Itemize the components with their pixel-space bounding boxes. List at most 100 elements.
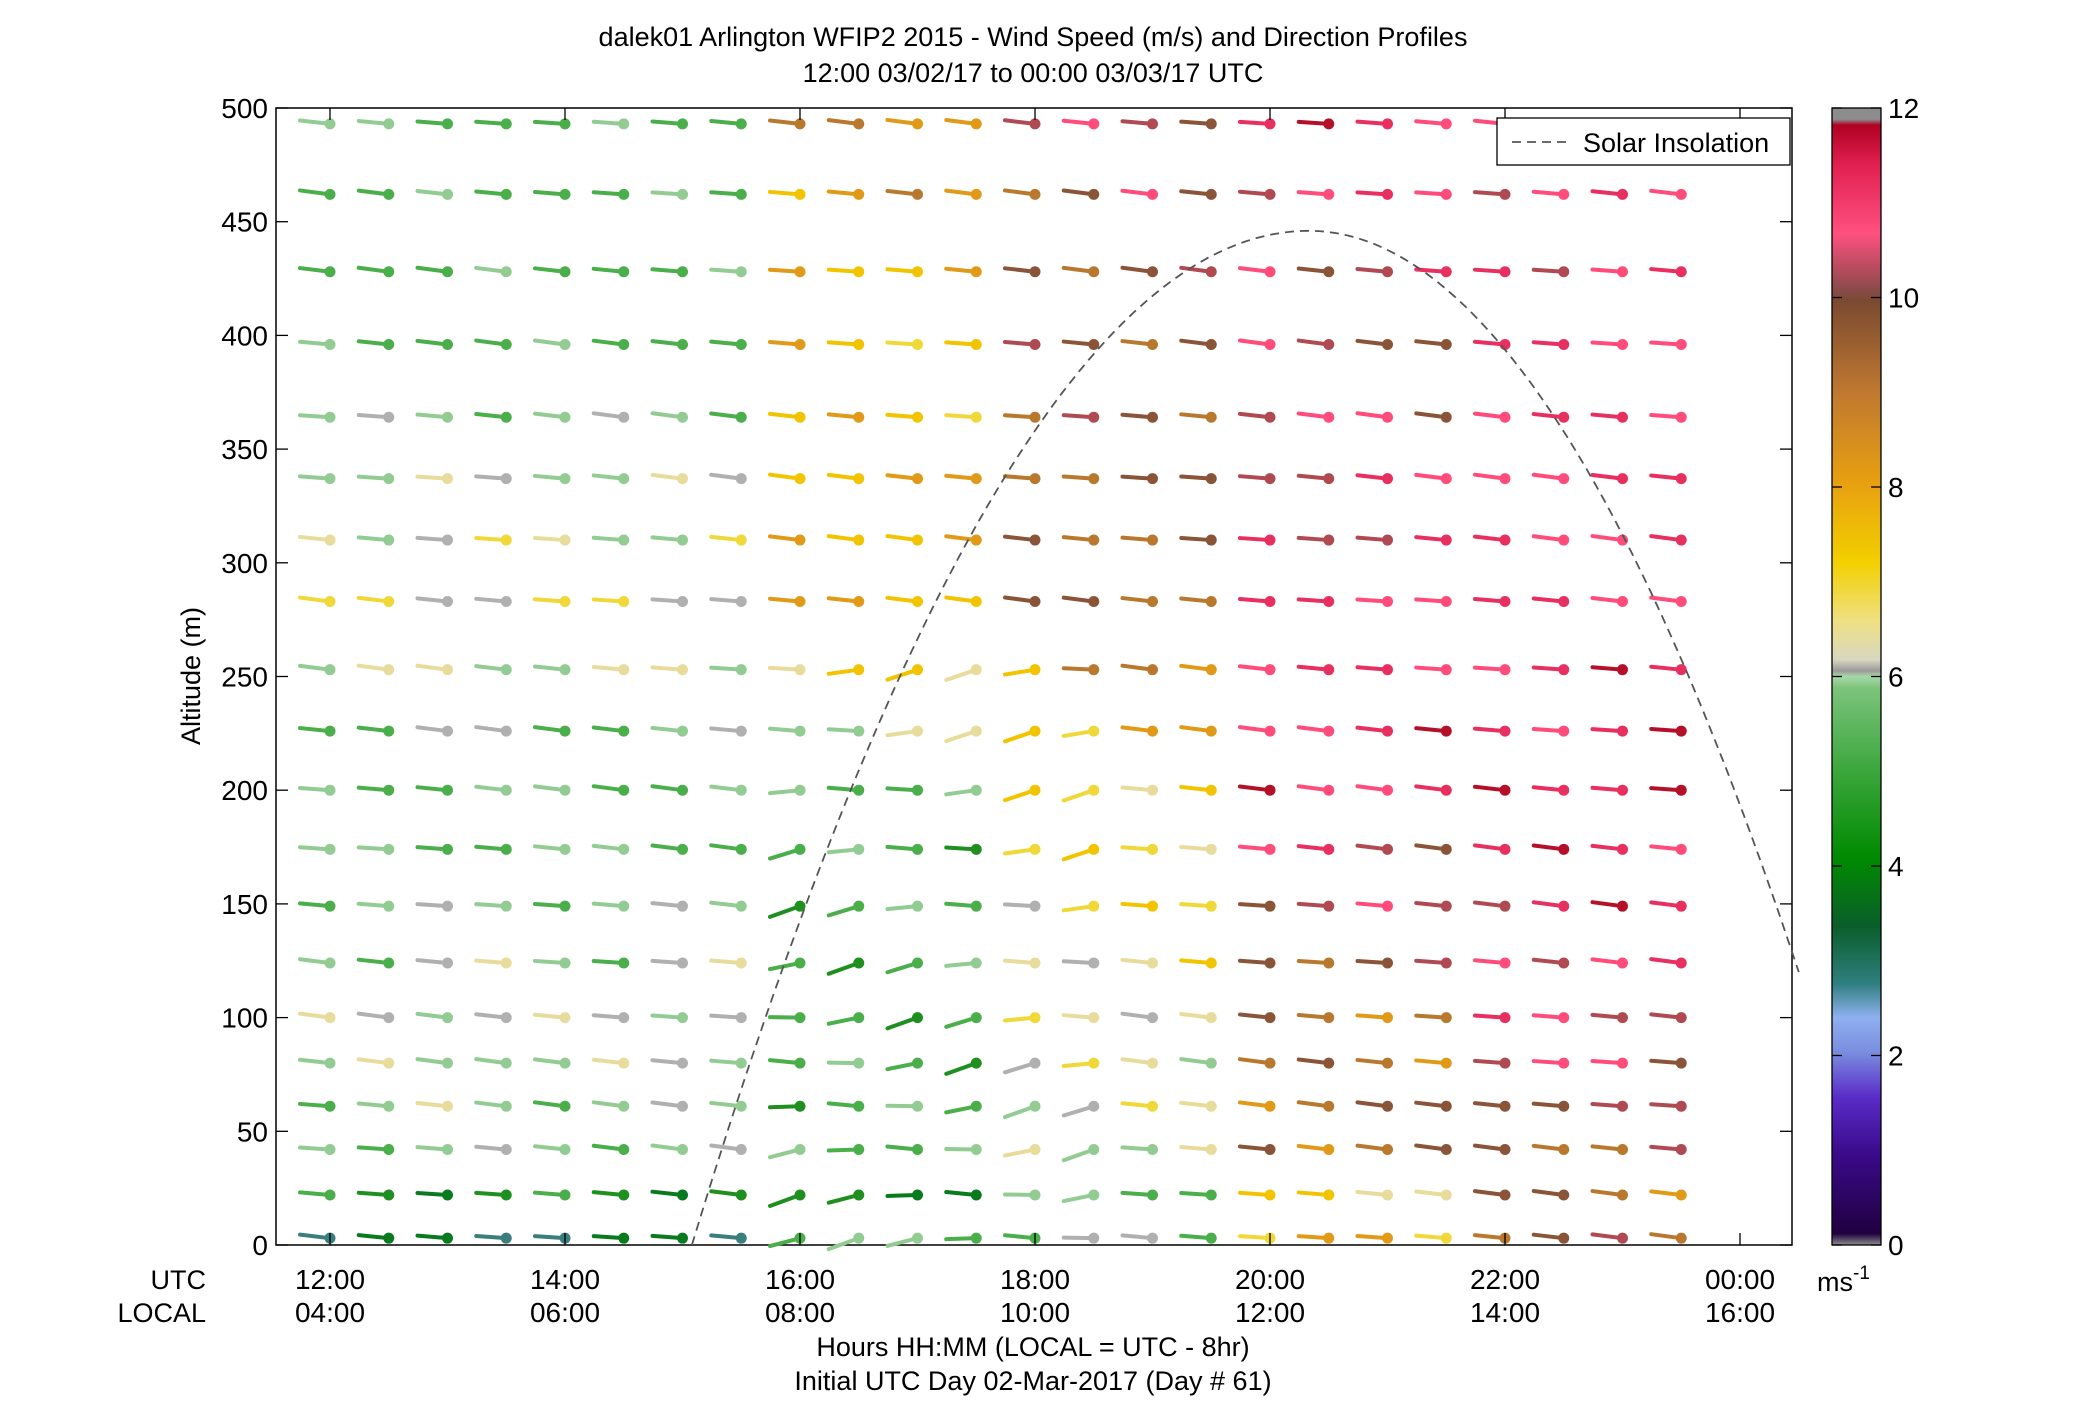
wind-barb-dot bbox=[383, 1057, 395, 1069]
wind-barb-dot bbox=[559, 1057, 571, 1069]
wind-barb bbox=[298, 266, 336, 278]
wind-barb bbox=[650, 1057, 688, 1069]
wind-barb bbox=[709, 1189, 747, 1201]
wind-barb bbox=[944, 1100, 982, 1115]
wind-barb-dot bbox=[1088, 957, 1100, 969]
wind-barb bbox=[885, 1057, 923, 1072]
x-tick-label-local: 10:00 bbox=[1000, 1297, 1070, 1328]
wind-barb bbox=[826, 784, 865, 796]
wind-barb bbox=[1531, 843, 1570, 855]
wind-barb-dot bbox=[1675, 188, 1687, 200]
wind-barb-dot bbox=[1440, 664, 1452, 676]
wind-barb bbox=[415, 1232, 453, 1244]
wind-barb-dot bbox=[794, 595, 806, 607]
wind-barb bbox=[1179, 188, 1217, 200]
wind-barb bbox=[1531, 266, 1570, 278]
wind-barb-dot bbox=[1675, 266, 1687, 278]
wind-barb bbox=[298, 534, 336, 546]
wind-barb bbox=[1120, 1232, 1158, 1244]
wind-barb-dot bbox=[1147, 266, 1158, 278]
wind-barb bbox=[1120, 1011, 1158, 1024]
wind-barb bbox=[1238, 1189, 1276, 1201]
wind-barb-dot bbox=[1205, 118, 1217, 130]
wind-barb bbox=[1296, 266, 1335, 278]
wind-barb-dot bbox=[383, 118, 395, 130]
wind-barb bbox=[1590, 784, 1628, 796]
wind-barb-dot bbox=[500, 188, 512, 200]
wind-barb-dot bbox=[1147, 534, 1158, 546]
wind-barb-dot bbox=[1675, 1143, 1687, 1155]
wind-barb bbox=[1238, 534, 1276, 546]
wind-barb-dot bbox=[324, 1057, 336, 1069]
wind-barb-dot bbox=[442, 1232, 453, 1244]
wind-barb-dot bbox=[794, 1057, 806, 1069]
wind-barb-dot bbox=[1264, 784, 1276, 796]
wind-barb-dot bbox=[677, 1232, 688, 1244]
wind-barb bbox=[474, 1100, 512, 1112]
wind-barb-dot bbox=[1205, 411, 1217, 423]
wind-barb-dot bbox=[618, 411, 630, 423]
wind-barb-dot bbox=[1088, 473, 1100, 485]
wind-barb-dot bbox=[1558, 1012, 1570, 1024]
wind-barb bbox=[474, 338, 512, 350]
wind-barb bbox=[1531, 472, 1570, 485]
wind-barb-dot bbox=[1029, 664, 1041, 676]
wind-barb bbox=[1473, 900, 1511, 912]
wind-barb-dot bbox=[794, 188, 806, 200]
wind-barb-dot bbox=[1264, 1012, 1276, 1024]
wind-barb bbox=[1590, 1143, 1628, 1155]
wind-barb-dot bbox=[1323, 534, 1335, 546]
x-tick-label-local: 08:00 bbox=[765, 1297, 835, 1328]
wind-barb bbox=[1179, 265, 1217, 278]
wind-barb bbox=[415, 725, 453, 737]
wind-barb-dot bbox=[1147, 473, 1158, 485]
wind-barb bbox=[1061, 411, 1100, 423]
wind-barb bbox=[768, 843, 806, 861]
wind-barb bbox=[1003, 338, 1041, 350]
wind-barb-dot bbox=[500, 118, 512, 130]
wind-barb-dot bbox=[912, 1143, 923, 1155]
wind-barb-dot bbox=[1088, 188, 1100, 200]
wind-barb-dot bbox=[735, 1057, 747, 1069]
wind-barb-dot bbox=[794, 1189, 806, 1201]
wind-barb bbox=[1296, 188, 1335, 200]
x-tick-label-local: 04:00 bbox=[295, 1297, 365, 1328]
wind-barb-dot bbox=[1675, 1057, 1687, 1069]
wind-barb bbox=[1473, 1143, 1511, 1155]
wind-barb-dot bbox=[324, 473, 336, 485]
wind-barb-dot bbox=[735, 1143, 747, 1155]
wind-barb-dot bbox=[559, 1100, 571, 1112]
wind-barb bbox=[1590, 1012, 1628, 1024]
wind-barb-dot bbox=[500, 725, 512, 737]
wind-barb bbox=[885, 534, 923, 546]
wind-barb bbox=[1355, 266, 1393, 278]
wind-barb bbox=[1355, 1012, 1393, 1024]
wind-barb bbox=[1414, 784, 1452, 796]
wind-barb bbox=[1003, 473, 1041, 485]
wind-barb bbox=[356, 843, 395, 855]
wind-barb bbox=[1061, 957, 1100, 969]
wind-barb bbox=[1590, 1100, 1628, 1112]
wind-barb-dot bbox=[559, 473, 571, 485]
wind-barb bbox=[591, 1232, 630, 1244]
wind-barb bbox=[1061, 534, 1100, 546]
wind-barb-dot bbox=[735, 784, 747, 796]
wind-barb-dot bbox=[1617, 957, 1628, 969]
wind-barb bbox=[1179, 900, 1217, 912]
wind-barb-dot bbox=[1264, 338, 1276, 350]
y-tick-label: 450 bbox=[221, 207, 268, 238]
wind-barb-dot bbox=[1382, 843, 1393, 855]
wind-barb bbox=[298, 725, 336, 737]
wind-barb bbox=[650, 1232, 688, 1244]
wind-barb bbox=[1238, 1012, 1276, 1024]
wind-barb bbox=[1473, 1100, 1511, 1112]
wind-barb-dot bbox=[1088, 266, 1100, 278]
wind-barb-dot bbox=[442, 900, 453, 912]
wind-barb bbox=[826, 843, 865, 855]
wind-barb-dot bbox=[970, 1057, 982, 1069]
wind-barb-dot bbox=[1205, 664, 1217, 676]
wind-barb bbox=[591, 957, 630, 969]
wind-barb bbox=[1238, 338, 1276, 350]
wind-barb-dot bbox=[1617, 900, 1628, 912]
wind-barb bbox=[1296, 1100, 1335, 1112]
